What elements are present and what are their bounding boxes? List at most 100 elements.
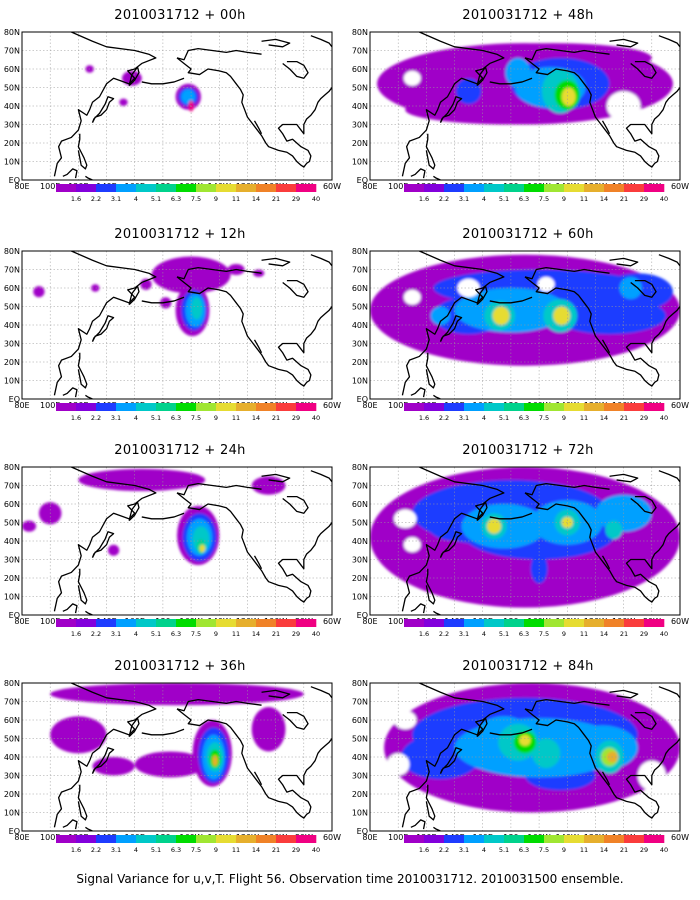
lat-tick-label: 70N bbox=[4, 698, 20, 707]
lat-tick-label: 80N bbox=[4, 247, 20, 256]
lat-tick-label: 80N bbox=[4, 463, 20, 472]
colorbar-label: 29 bbox=[640, 630, 648, 638]
colorbar-swatch bbox=[464, 403, 485, 411]
lon-tick-label: 80E bbox=[362, 833, 377, 842]
colorbar-label: 11 bbox=[232, 195, 240, 203]
lat-tick-label: 30N bbox=[4, 772, 20, 781]
lat-tick-label: 40N bbox=[352, 537, 368, 546]
colorbar-label: 11 bbox=[232, 630, 240, 638]
lat-tick-label: 40N bbox=[352, 753, 368, 762]
map-frame bbox=[369, 250, 681, 400]
map-panel-12h: EQ10N20N30N40N50N60N70N80N80E100E120E140… bbox=[4, 247, 341, 410]
colorbar-swatch bbox=[76, 184, 97, 192]
colorbar-swatch bbox=[96, 403, 117, 411]
colorbar-label: 6.3 bbox=[171, 630, 181, 638]
colorbar-label: 6.3 bbox=[171, 414, 181, 422]
colorbar-swatch bbox=[604, 835, 625, 843]
colorbar-label: 40 bbox=[312, 195, 320, 203]
colorbar-label: 6.3 bbox=[171, 846, 181, 854]
variance-contour bbox=[199, 544, 206, 553]
colorbar-label: 14 bbox=[600, 630, 608, 638]
colorbar-label: 1.6 bbox=[71, 414, 81, 422]
colorbar-label: 7.5 bbox=[191, 846, 201, 854]
variance-contour bbox=[50, 683, 304, 706]
gap-area bbox=[537, 276, 555, 292]
panel-00h: 2010031712 + 00h EQ 10N 20N 30N 40N 50N 60N 70N… bbox=[4, 8, 350, 223]
lon-tick-label: 100E bbox=[40, 182, 60, 191]
colorbar-swatch bbox=[176, 184, 197, 192]
colorbar-label: 6.3 bbox=[519, 846, 529, 854]
colorbar-label: 21 bbox=[620, 195, 628, 203]
colorbar-label: 1.6 bbox=[419, 414, 429, 422]
lon-tick-label: 100E bbox=[388, 401, 408, 410]
colorbar-label: 3.1 bbox=[459, 414, 469, 422]
colorbar-label: 9 bbox=[562, 414, 566, 422]
colorbar-label: 1.6 bbox=[71, 630, 81, 638]
colorbar-swatch bbox=[444, 619, 465, 627]
colorbar-label: 29 bbox=[640, 846, 648, 854]
lat-tick-label: 50N bbox=[4, 735, 20, 744]
colorbar-swatch bbox=[96, 835, 117, 843]
gap-area bbox=[403, 537, 421, 553]
colorbar-label: 5.1 bbox=[499, 195, 509, 203]
colorbar-swatch bbox=[404, 184, 425, 192]
colorbar-label: 29 bbox=[292, 630, 300, 638]
colorbar-swatch bbox=[584, 403, 605, 411]
colorbar-label: 9 bbox=[214, 846, 218, 854]
colorbar-swatch bbox=[196, 835, 217, 843]
map-panel-24h: EQ10N20N30N40N50N60N70N80N80E100E120E140… bbox=[4, 463, 341, 626]
colorbar-swatch bbox=[156, 835, 177, 843]
colorbar-swatch bbox=[604, 184, 625, 192]
map-frame bbox=[21, 682, 333, 832]
variance-contour bbox=[505, 57, 531, 88]
lat-tick-label: 60N bbox=[4, 284, 20, 293]
colorbar-label: 4 bbox=[134, 414, 138, 422]
colorbar-label: 11 bbox=[580, 630, 588, 638]
colorbar-swatch bbox=[216, 403, 237, 411]
colorbar-swatch bbox=[276, 835, 297, 843]
lon-tick-label: 80E bbox=[14, 833, 29, 842]
colorbar-label: 14 bbox=[600, 846, 608, 854]
lat-tick-label: 70N bbox=[352, 266, 368, 275]
lat-tick-label: 50N bbox=[352, 84, 368, 93]
field-layer bbox=[370, 254, 680, 366]
lat-tick-label: 70N bbox=[4, 266, 20, 275]
grid bbox=[370, 467, 680, 615]
colorbar-label: 5.1 bbox=[151, 195, 161, 203]
variance-contour bbox=[455, 78, 482, 105]
colorbar-swatch bbox=[484, 619, 505, 627]
colorbar-swatch bbox=[504, 184, 525, 192]
lon-tick-label: 80E bbox=[362, 401, 377, 410]
lat-tick-label: EQ bbox=[357, 176, 368, 185]
lon-tick-label: 60W bbox=[323, 617, 341, 626]
lat-tick-label: 10N bbox=[352, 377, 368, 386]
colorbar-swatch bbox=[424, 835, 445, 843]
colorbar: 1.6 2.2 3.1 4 5.1 6.3 7.5 9 11 14 21 29 40 bbox=[404, 403, 668, 422]
colorbar-label: 40 bbox=[312, 414, 320, 422]
map-frame bbox=[21, 466, 333, 616]
colorbar-swatch bbox=[176, 835, 197, 843]
gap-area bbox=[393, 509, 417, 529]
colorbar-swatch bbox=[56, 619, 77, 627]
coastline bbox=[401, 683, 680, 831]
variance-contour bbox=[50, 716, 107, 754]
lat-tick-label: 20N bbox=[4, 358, 20, 367]
field-layer bbox=[377, 43, 673, 125]
colorbar: 1.6 2.2 3.1 4 5.1 6.3 7.5 9 11 14 21 29 40 bbox=[56, 619, 320, 638]
coastline bbox=[401, 251, 680, 399]
colorbar-swatch bbox=[604, 403, 625, 411]
colorbar-label: 14 bbox=[252, 630, 260, 638]
colorbar-swatch bbox=[644, 403, 665, 411]
colorbar-swatch bbox=[296, 835, 317, 843]
colorbar-label: 21 bbox=[620, 414, 628, 422]
variance-contour bbox=[119, 98, 128, 107]
colorbar-label: 5.1 bbox=[499, 630, 509, 638]
lat-tick-label: 50N bbox=[4, 303, 20, 312]
colorbar-label: 29 bbox=[292, 846, 300, 854]
lon-tick-label: 100E bbox=[40, 833, 60, 842]
lat-tick-label: 20N bbox=[4, 574, 20, 583]
lat-tick-label: 60N bbox=[352, 716, 368, 725]
colorbar-label: 4 bbox=[482, 195, 486, 203]
colorbar-label: 11 bbox=[580, 846, 588, 854]
lat-tick-label: 30N bbox=[352, 340, 368, 349]
